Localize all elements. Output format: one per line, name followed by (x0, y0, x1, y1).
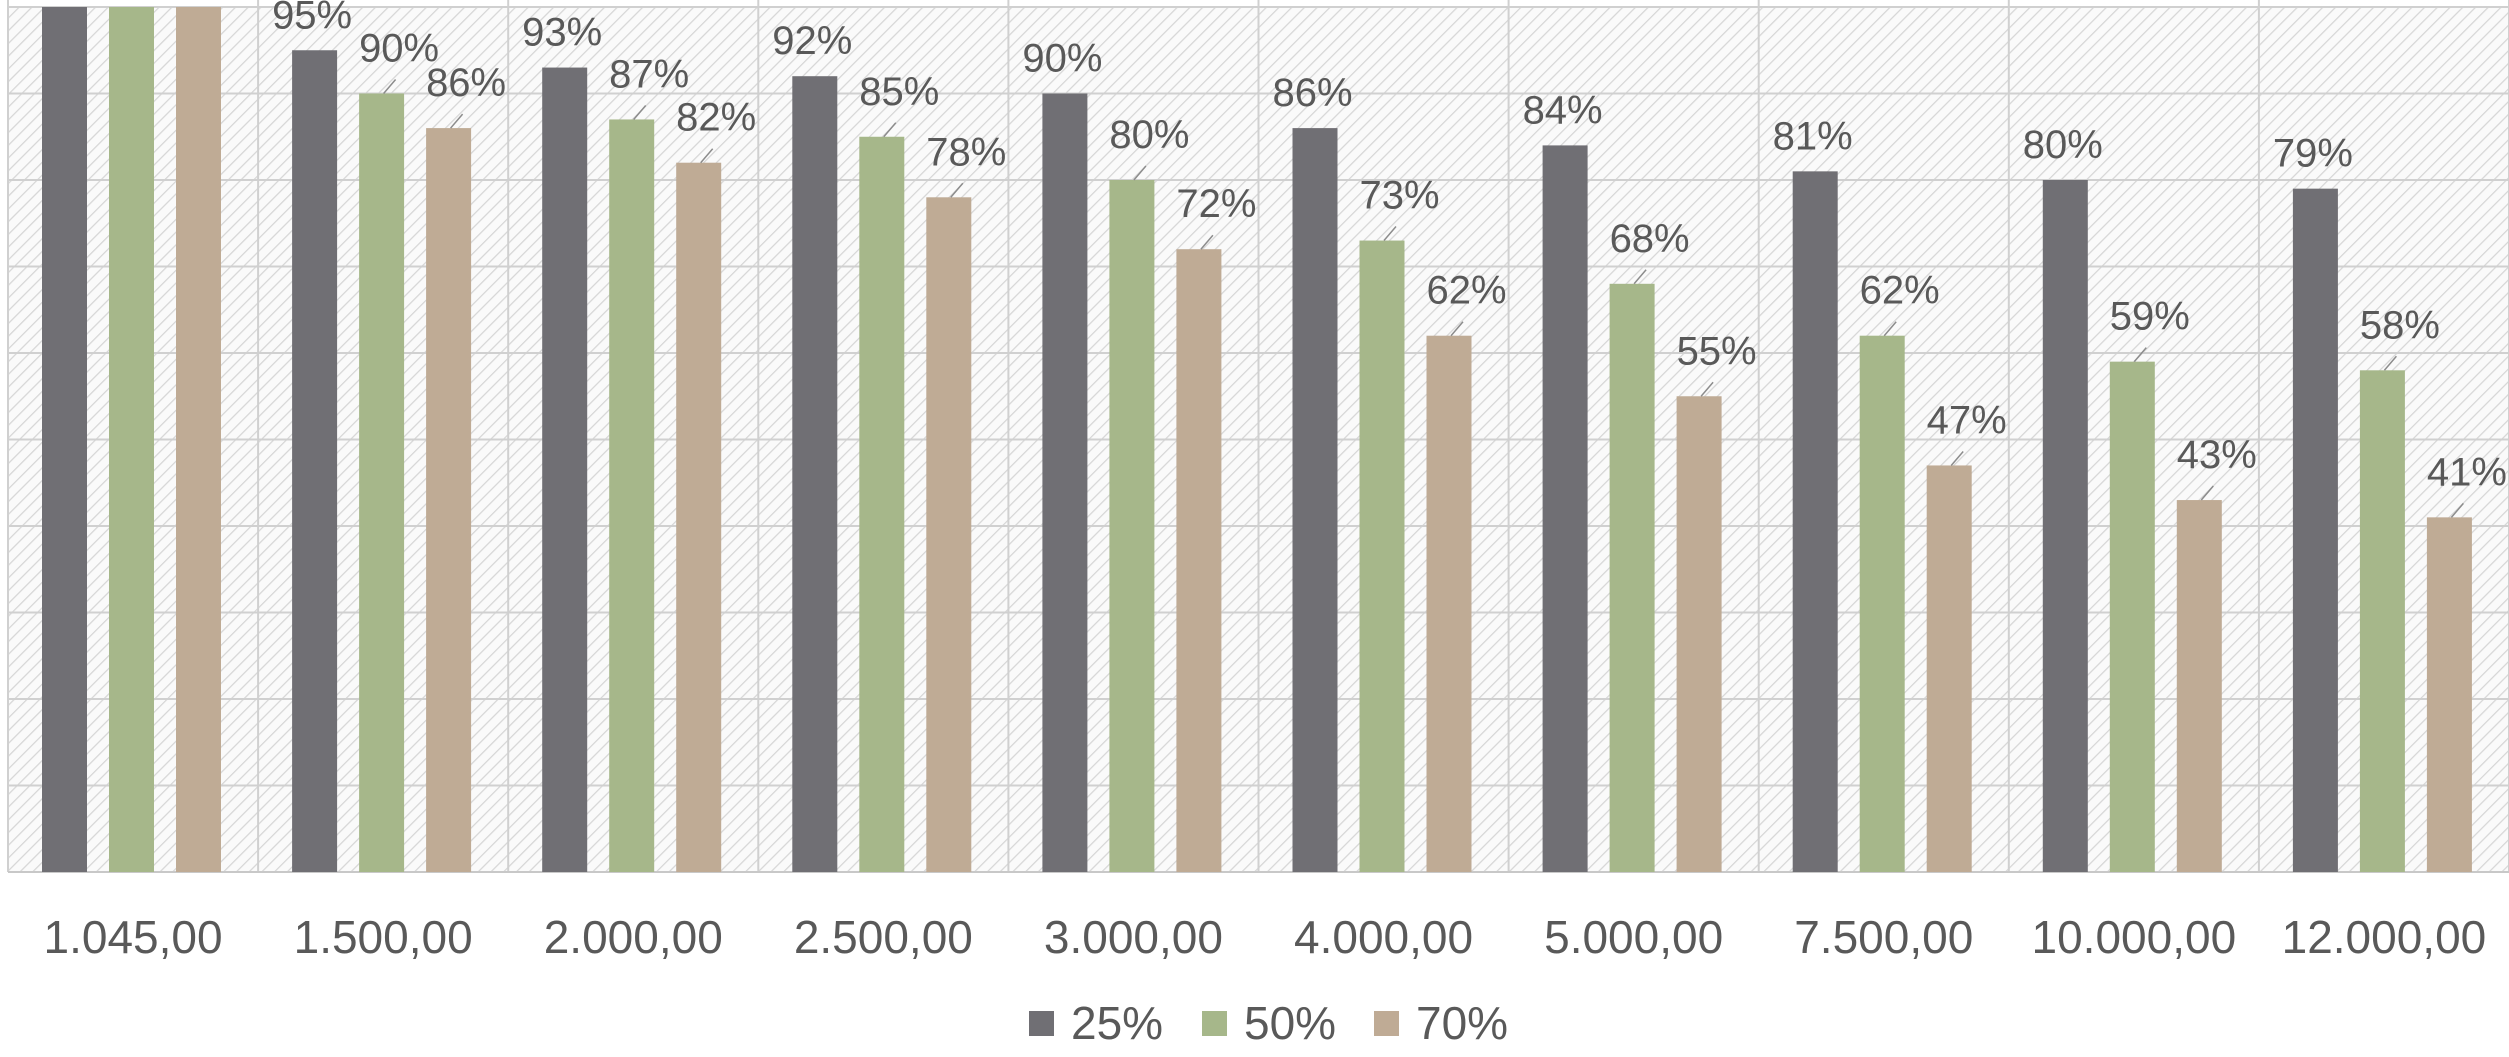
leader-line (1200, 234, 1214, 250)
legend-swatch (1029, 1011, 1054, 1036)
bar-25pct-9 (2042, 180, 2088, 872)
x-tick-label: 7.500,00 (1794, 911, 1973, 963)
data-label: 86% (1272, 71, 1352, 115)
bar-70pct-3 (676, 162, 722, 872)
data-label: 85% (859, 70, 939, 114)
bar-50pct-1 (109, 7, 154, 872)
grid (7, 0, 2509, 873)
data-labels: 95%90%86%93%87%82%92%85%78%90%80%72%86%7… (272, 0, 2507, 494)
bar-25pct-4 (792, 76, 838, 872)
data-label: 62% (1426, 269, 1506, 313)
leader-line (950, 182, 964, 198)
bar-50pct-9 (2109, 361, 2155, 872)
data-label: 86% (426, 61, 506, 105)
x-tick-label: 1.045,00 (44, 911, 223, 963)
x-tick-label: 3.000,00 (1044, 911, 1223, 963)
data-label: 47% (1927, 398, 2007, 442)
data-label: 59% (2110, 295, 2190, 339)
bar-50pct-6 (1359, 240, 1405, 873)
bar-50pct-8 (1859, 335, 1905, 872)
x-tick-label: 12.000,00 (2282, 911, 2487, 963)
bar-25pct-1 (42, 7, 87, 872)
x-axis-ticks: 1.045,00 1.500,00 2.000,00 2.500,00 3.000,00… (44, 911, 2487, 963)
x-tick-label: 2.500,00 (794, 911, 973, 963)
data-label: 84% (1523, 88, 1603, 132)
data-label: 55% (1677, 329, 1757, 373)
leader-line (1700, 381, 1714, 397)
leader-line (2450, 502, 2464, 518)
x-tick-label: 2.000,00 (544, 911, 723, 963)
data-label: 80% (2023, 123, 2103, 167)
bar-70pct-2 (426, 128, 472, 873)
data-label: 72% (1176, 182, 1256, 226)
data-label: 79% (2273, 132, 2353, 176)
data-label: 93% (522, 11, 602, 55)
bar-50pct-4 (859, 136, 905, 872)
leader-line (2133, 347, 2147, 363)
legend-swatch (1202, 1011, 1227, 1036)
bar-70pct-7 (1676, 396, 1722, 872)
leader-line (2383, 355, 2397, 371)
leader-line (700, 148, 714, 164)
data-label: 43% (2177, 433, 2257, 477)
leader-line (1383, 226, 1397, 242)
data-label: 73% (1359, 174, 1439, 218)
legend-swatch (1374, 1011, 1399, 1036)
leader-lines (383, 79, 2464, 518)
bar-25pct-7 (1542, 145, 1588, 872)
leader-line (1950, 450, 1964, 466)
legend-label: 25% (1071, 997, 1163, 1049)
bar-70pct-4 (926, 197, 972, 873)
data-label: 41% (2427, 450, 2507, 494)
bar-25pct-5 (1042, 93, 1088, 872)
legend-label: 70% (1416, 997, 1508, 1049)
bar-25pct-10 (2292, 188, 2338, 872)
leader-line (883, 122, 897, 138)
legend-label: 50% (1244, 997, 1336, 1049)
x-tick-label: 5.000,00 (1544, 911, 1723, 963)
x-tick-label: 1.500,00 (294, 911, 473, 963)
bar-25pct-8 (1792, 171, 1838, 873)
bar-70pct-8 (1926, 465, 1972, 872)
bar-70pct-9 (2176, 500, 2222, 872)
bar-25pct-3 (542, 67, 588, 873)
leader-line (383, 79, 397, 94)
data-label: 62% (1860, 269, 1940, 313)
leader-line (633, 104, 647, 120)
x-tick-label: 4.000,00 (1294, 911, 1473, 963)
bar-50pct-2 (359, 93, 405, 872)
data-label: 82% (676, 96, 756, 140)
bar-70pct-5 (1176, 249, 1222, 872)
leader-line (1633, 269, 1647, 285)
data-label: 92% (772, 19, 852, 63)
bar-70pct-1 (176, 7, 221, 872)
data-label: 78% (926, 130, 1006, 174)
leader-line (450, 113, 464, 129)
leader-line (1883, 321, 1897, 337)
bar-50pct-5 (1109, 180, 1155, 872)
data-label: 95% (272, 0, 352, 37)
bar-25pct-6 (1292, 128, 1338, 873)
leader-line (1450, 321, 1464, 337)
leader-line (2200, 485, 2214, 501)
data-label: 81% (1773, 114, 1853, 158)
bar-50pct-7 (1609, 283, 1655, 872)
leader-line (1133, 165, 1147, 181)
x-tick-label: 10.000,00 (2032, 911, 2237, 963)
data-label: 58% (2360, 303, 2440, 347)
bar-25pct-2 (292, 50, 338, 872)
data-label: 68% (1610, 217, 1690, 261)
data-label: 80% (1109, 113, 1189, 157)
bar-70pct-6 (1426, 335, 1472, 872)
bar-50pct-10 (2359, 370, 2405, 872)
data-label: 90% (359, 27, 439, 71)
legend: 25% 50% 70% (1029, 997, 1508, 1049)
data-label: 90% (1022, 37, 1102, 81)
bar-70pct-10 (2426, 517, 2472, 872)
data-label: 87% (609, 52, 689, 96)
bars (42, 7, 2472, 873)
bar-50pct-3 (609, 119, 655, 872)
